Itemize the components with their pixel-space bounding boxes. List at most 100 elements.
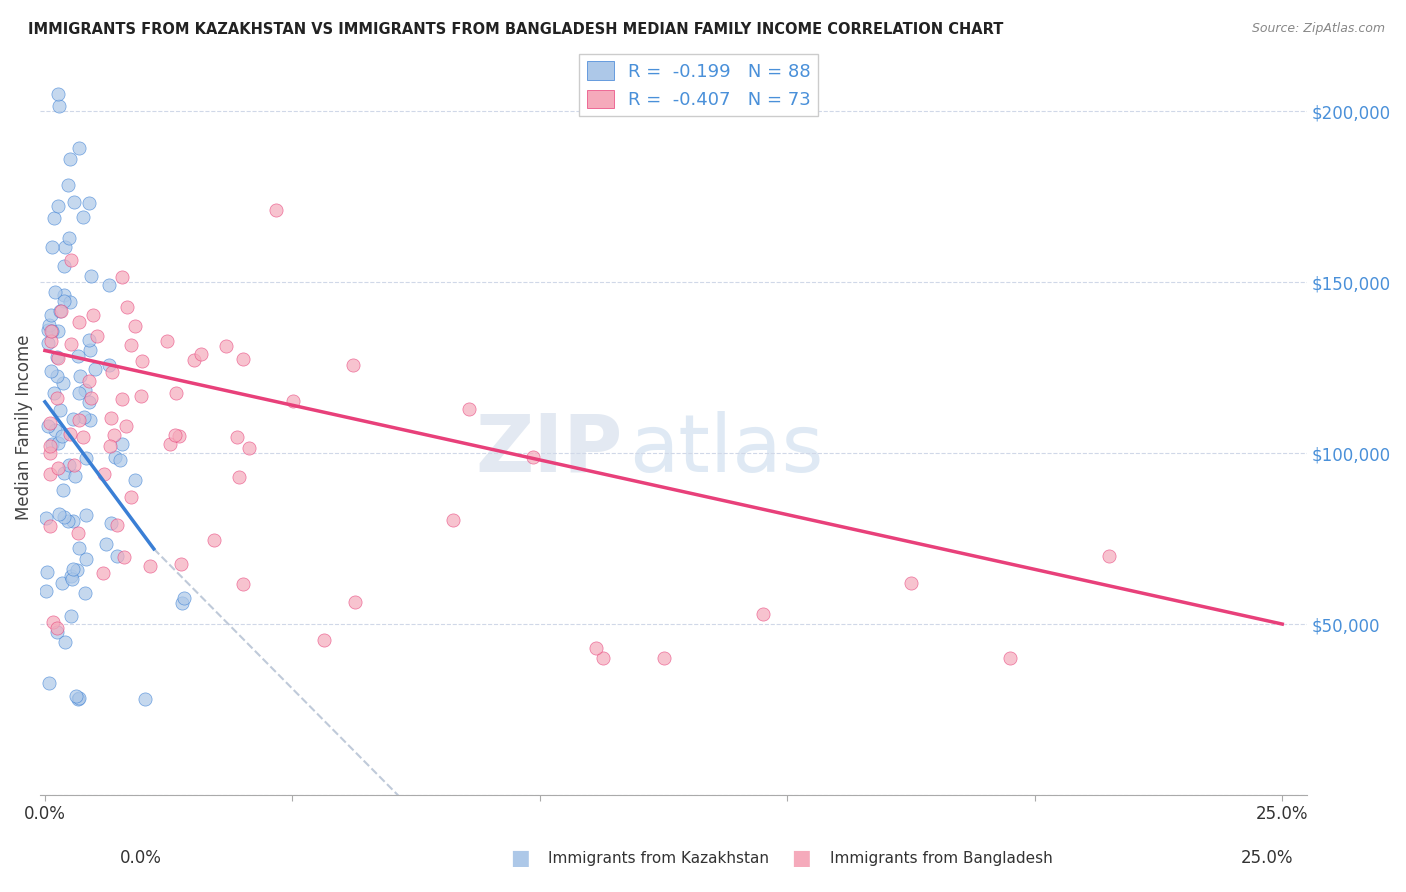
Point (38, 676, 60, 690)
Point (652, 651, 675, 665)
Point (60, 568, 83, 582)
Point (52, 483, 75, 497)
Point (69, 690, 91, 705)
Point (42, 211, 65, 225)
Point (73, 383, 96, 397)
Point (51, 575, 73, 590)
Point (103, 428, 125, 442)
Point (107, 518, 129, 533)
Point (49, 303, 72, 318)
Point (522, 450, 544, 464)
Point (67, 386, 90, 401)
Point (46, 369, 69, 384)
Point (38, 416, 60, 430)
Point (183, 352, 205, 367)
Point (105, 549, 128, 563)
Point (41, 324, 63, 338)
Point (80, 391, 103, 405)
Point (53, 259, 76, 273)
Point (173, 591, 195, 606)
Point (120, 490, 142, 504)
Point (202, 533, 225, 548)
Point (35, 511, 58, 525)
Point (134, 692, 156, 706)
Point (97, 277, 120, 292)
Point (58, 458, 80, 472)
Point (59, 252, 82, 267)
Point (53, 466, 76, 480)
Point (115, 301, 138, 315)
Point (65, 469, 87, 483)
Point (60, 572, 83, 586)
Text: ■: ■ (510, 848, 530, 868)
Point (281, 394, 304, 409)
Point (46, 436, 69, 450)
Point (38, 438, 60, 452)
Point (111, 392, 134, 406)
Point (48, 507, 70, 521)
Point (39, 325, 62, 339)
Point (75, 551, 97, 566)
Point (139, 559, 162, 574)
Point (1098, 549, 1121, 563)
Point (62, 412, 84, 426)
Point (228, 470, 250, 484)
Point (77, 196, 100, 211)
Point (59, 427, 82, 442)
Point (51, 376, 73, 390)
Point (37, 418, 59, 433)
Point (46, 460, 69, 475)
Point (67, 541, 90, 555)
Point (67, 141, 90, 155)
Text: Source: ZipAtlas.com: Source: ZipAtlas.com (1251, 22, 1385, 36)
Point (44, 285, 66, 300)
Point (48, 98, 70, 112)
Point (129, 389, 152, 403)
Point (51, 429, 73, 443)
Point (39, 308, 62, 322)
Point (42, 386, 65, 401)
Point (60, 608, 83, 623)
Point (75, 508, 97, 522)
Point (63, 194, 86, 209)
Point (80, 268, 103, 283)
Point (170, 596, 193, 610)
Point (67, 413, 90, 427)
Point (58, 231, 80, 245)
Point (75, 451, 97, 466)
Point (44, 423, 66, 437)
Text: ■: ■ (792, 848, 811, 868)
Point (115, 419, 138, 434)
Text: 25.0%: 25.0% (1241, 849, 1294, 867)
Point (190, 347, 212, 361)
Point (124, 319, 146, 334)
Point (124, 473, 146, 487)
Point (62, 562, 84, 576)
Point (343, 595, 366, 609)
Point (91, 566, 114, 581)
Point (112, 549, 135, 564)
Point (79, 343, 101, 358)
Point (167, 429, 190, 443)
Point (46, 350, 69, 364)
Point (83, 362, 105, 376)
Point (59, 152, 82, 166)
Point (98, 439, 121, 453)
Text: atlas: atlas (628, 410, 824, 489)
Point (53, 635, 76, 649)
Point (110, 270, 132, 285)
Point (65, 689, 87, 703)
Point (38, 467, 60, 481)
Point (66, 563, 89, 577)
Point (49, 304, 72, 318)
Point (35, 565, 58, 579)
Point (37, 323, 59, 337)
Point (35, 584, 58, 599)
Point (312, 633, 335, 648)
Point (52, 294, 75, 309)
Point (37, 336, 59, 351)
Point (41, 240, 63, 254)
Point (79, 333, 101, 347)
Point (592, 651, 614, 665)
Point (42, 615, 65, 630)
